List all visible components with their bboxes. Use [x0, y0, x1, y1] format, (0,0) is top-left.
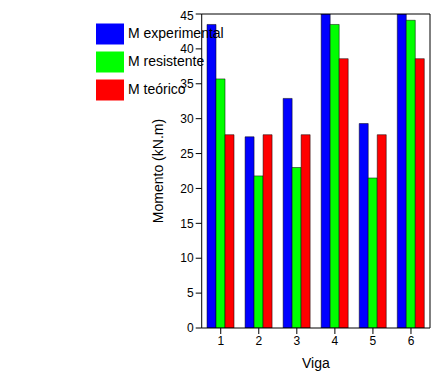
svg-text:1: 1: [217, 334, 224, 348]
svg-text:6: 6: [408, 334, 415, 348]
svg-text:40: 40: [180, 42, 194, 56]
svg-text:10: 10: [180, 251, 194, 265]
svg-text:Momento (kN.m): Momento (kN.m): [150, 119, 166, 223]
svg-text:30: 30: [180, 112, 194, 126]
svg-text:25: 25: [180, 147, 194, 161]
svg-text:3: 3: [293, 334, 300, 348]
svg-text:5: 5: [370, 334, 377, 348]
svg-text:5: 5: [187, 286, 194, 300]
svg-text:20: 20: [180, 182, 194, 196]
svg-text:4: 4: [332, 334, 339, 348]
svg-text:2: 2: [255, 334, 262, 348]
svg-text:45: 45: [180, 9, 194, 23]
svg-text:Viga: Viga: [302, 355, 330, 371]
svg-text:0: 0: [187, 321, 194, 335]
svg-text:15: 15: [180, 217, 194, 231]
svg-text:35: 35: [180, 77, 194, 91]
